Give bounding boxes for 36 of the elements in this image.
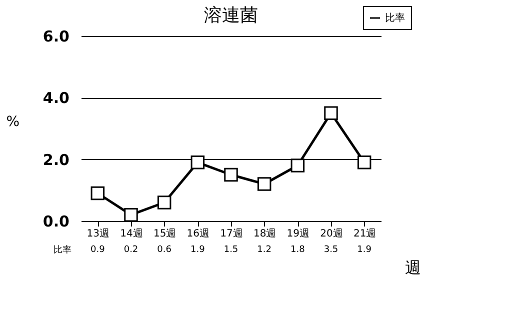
y-tick-label: 0.0 — [42, 212, 70, 230]
x-tick-label: 21週 — [353, 228, 376, 240]
point — [224, 168, 238, 182]
x-tick-label: 15週 — [153, 228, 176, 240]
text: 比率 — [54, 246, 72, 256]
point — [257, 177, 272, 191]
point — [324, 106, 338, 120]
data-label: 1.9 — [190, 245, 206, 255]
point — [357, 156, 372, 170]
y-tick-label: 2.0 — [42, 150, 70, 169]
x-tick-label: 13週 — [86, 228, 110, 240]
data-label: 0.9 — [90, 245, 106, 255]
x-tick-label: 19週 — [286, 228, 310, 240]
point — [190, 156, 205, 170]
y-tick-label: 6.0 — [42, 28, 70, 46]
x-tick-label: 20週 — [320, 228, 343, 240]
data-label: 1.2 — [257, 245, 272, 255]
x-tick-label: 16週 — [186, 228, 210, 240]
data-label: 1.9 — [357, 245, 372, 255]
data-label: 0.6 — [157, 245, 172, 255]
point — [290, 158, 305, 172]
data-label: 1.8 — [290, 245, 306, 255]
chart-title: 溶連菌 — [204, 5, 258, 26]
y-axis-title: % — [6, 114, 20, 130]
data-label: 1.5 — [224, 245, 238, 255]
point — [90, 186, 105, 200]
y-tick-label: 4.0 — [42, 89, 70, 108]
data-label: 3.5 — [324, 245, 338, 255]
x-tick-label: 17週 — [220, 228, 243, 240]
x-axis-title: 週 — [405, 258, 421, 277]
data-label: 0.2 — [124, 245, 138, 255]
point — [124, 208, 138, 222]
x-tick-label: 14週 — [120, 228, 143, 240]
legend-label: 比率 — [385, 12, 405, 24]
x-tick-label: 18週 — [253, 228, 276, 240]
point — [157, 196, 172, 210]
